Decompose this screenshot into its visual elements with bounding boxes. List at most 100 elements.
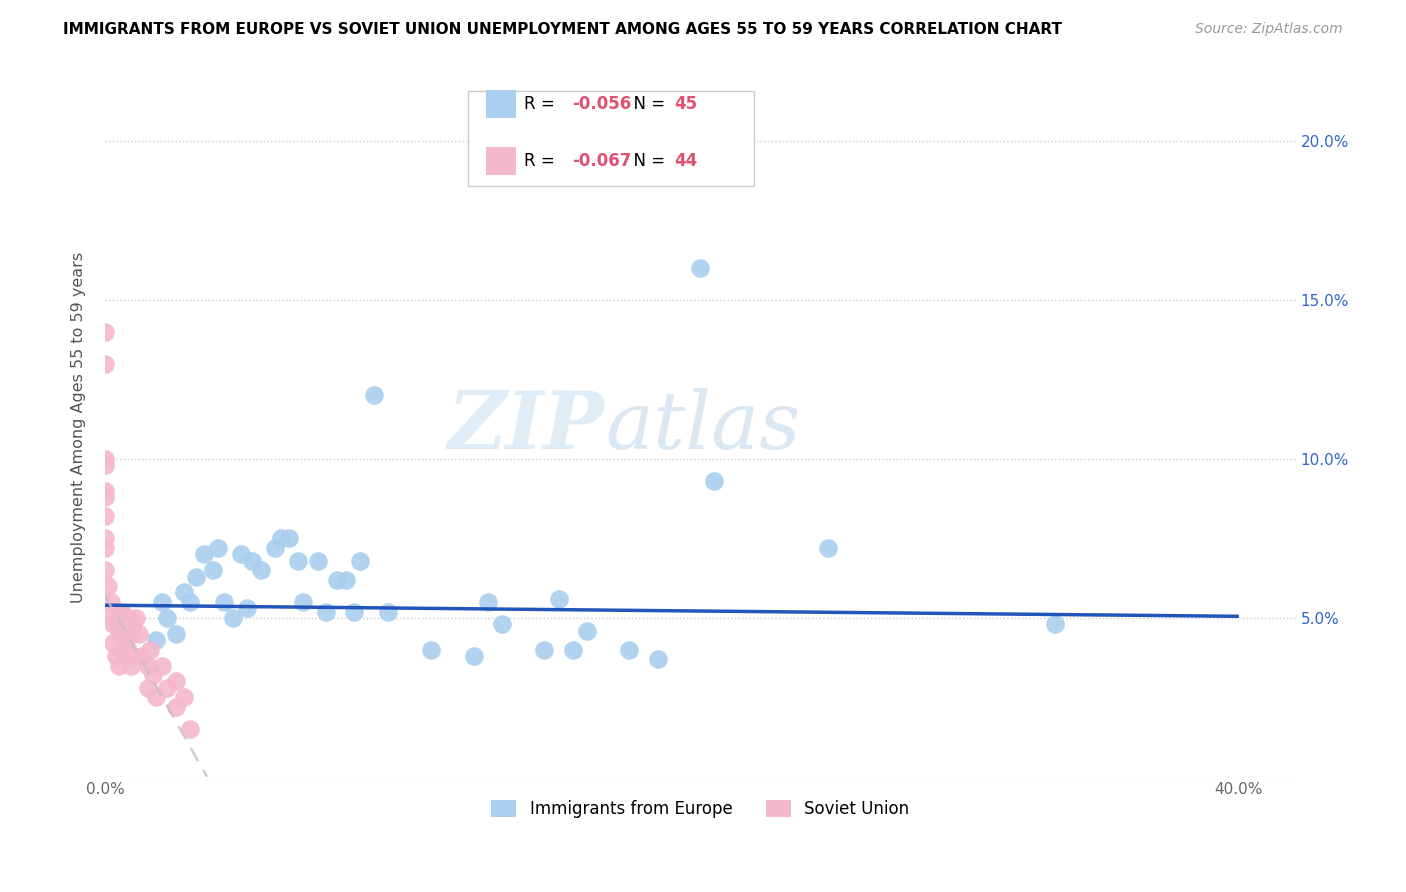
Point: [117, 642, 139, 657]
Point: [108, 605, 131, 619]
Point: [142, 668, 165, 682]
Point: [377, 605, 399, 619]
Point: [179, 595, 201, 609]
Point: [270, 532, 292, 546]
Point: [647, 652, 669, 666]
Text: Source: ZipAtlas.com: Source: ZipAtlas.com: [1195, 22, 1343, 37]
Point: [287, 554, 309, 568]
Point: [139, 642, 162, 657]
Point: [165, 627, 187, 641]
Point: [100, 605, 122, 619]
Point: [212, 595, 235, 609]
Point: [547, 591, 569, 606]
Point: [477, 595, 499, 609]
Legend: Immigrants from Europe, Soviet Union: Immigrants from Europe, Soviet Union: [485, 793, 915, 824]
Y-axis label: Unemployment Among Ages 55 to 59 years: Unemployment Among Ages 55 to 59 years: [72, 252, 86, 603]
Point: [122, 648, 145, 663]
Text: R =: R =: [524, 153, 560, 170]
Point: [193, 547, 215, 561]
Point: [207, 541, 229, 555]
Point: [120, 627, 142, 641]
Point: [533, 642, 555, 657]
Point: [103, 636, 125, 650]
Point: [120, 658, 142, 673]
Point: [689, 261, 711, 276]
Point: [145, 633, 167, 648]
Point: [156, 611, 179, 625]
Text: ZIP: ZIP: [449, 388, 605, 466]
Point: [575, 624, 598, 638]
Point: [229, 547, 252, 561]
Point: [173, 690, 195, 705]
Point: [94, 509, 117, 524]
Point: [108, 611, 131, 625]
Point: [150, 595, 173, 609]
Point: [561, 642, 583, 657]
Point: [145, 690, 167, 705]
Point: [114, 617, 136, 632]
Point: [94, 357, 117, 371]
Point: [292, 595, 315, 609]
Point: [326, 573, 349, 587]
Text: N =: N =: [623, 95, 671, 113]
Point: [264, 541, 287, 555]
Point: [94, 325, 117, 339]
Point: [463, 648, 485, 663]
Point: [619, 642, 641, 657]
Point: [1043, 617, 1066, 632]
Point: [128, 627, 150, 641]
Point: [156, 681, 179, 695]
Point: [335, 573, 357, 587]
Point: [150, 658, 173, 673]
Point: [122, 617, 145, 632]
Point: [242, 554, 264, 568]
Text: 45: 45: [673, 95, 697, 113]
Point: [363, 388, 385, 402]
FancyBboxPatch shape: [486, 90, 516, 118]
Point: [179, 722, 201, 736]
Point: [165, 674, 187, 689]
Point: [94, 541, 117, 555]
Point: [131, 648, 153, 663]
Point: [343, 605, 366, 619]
Point: [221, 611, 243, 625]
Point: [105, 617, 128, 632]
Point: [108, 627, 131, 641]
Point: [235, 601, 257, 615]
Text: IMMIGRANTS FROM EUROPE VS SOVIET UNION UNEMPLOYMENT AMONG AGES 55 TO 59 YEARS CO: IMMIGRANTS FROM EUROPE VS SOVIET UNION U…: [63, 22, 1063, 37]
Point: [97, 579, 120, 593]
Point: [94, 483, 117, 498]
Point: [94, 532, 117, 546]
Point: [100, 595, 122, 609]
Point: [108, 658, 131, 673]
Point: [94, 563, 117, 577]
Point: [201, 563, 224, 577]
Point: [173, 585, 195, 599]
Point: [703, 474, 725, 488]
Point: [420, 642, 443, 657]
Point: [105, 648, 128, 663]
Point: [94, 452, 117, 467]
Point: [817, 541, 839, 555]
Point: [184, 569, 207, 583]
Point: [315, 605, 337, 619]
Point: [349, 554, 371, 568]
Point: [94, 458, 117, 473]
Point: [250, 563, 273, 577]
Point: [122, 617, 145, 632]
Point: [111, 605, 134, 619]
Point: [307, 554, 329, 568]
Text: -0.056: -0.056: [572, 95, 631, 113]
Text: N =: N =: [623, 153, 671, 170]
Point: [278, 532, 301, 546]
FancyBboxPatch shape: [486, 147, 516, 176]
FancyBboxPatch shape: [468, 91, 754, 186]
Text: 44: 44: [673, 153, 697, 170]
Point: [125, 611, 148, 625]
Point: [165, 700, 187, 714]
Point: [114, 636, 136, 650]
Text: atlas: atlas: [605, 388, 800, 466]
Point: [103, 617, 125, 632]
Point: [136, 681, 159, 695]
Point: [94, 490, 117, 504]
